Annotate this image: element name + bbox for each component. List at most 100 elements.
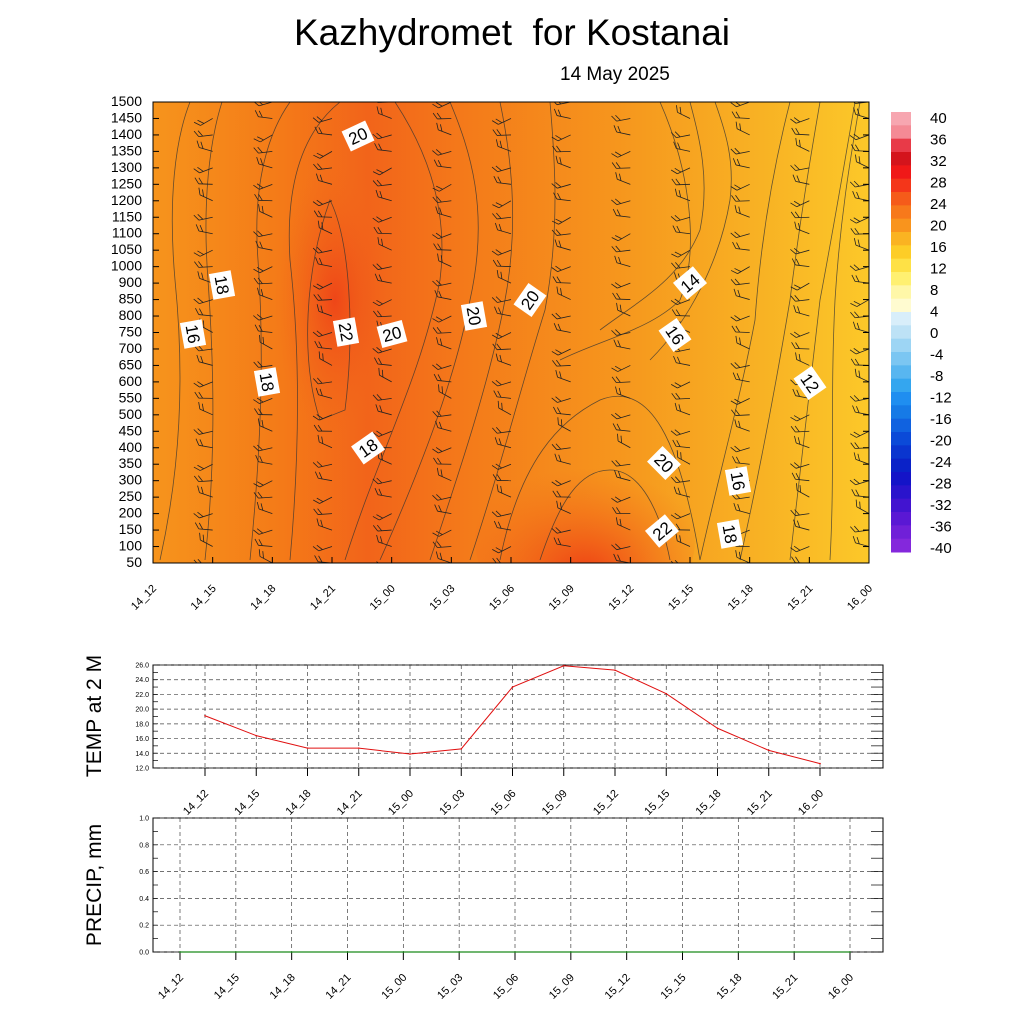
wind-barb [791,342,810,350]
heatmap-x-ticks: 14_12 14_15 14_18 14_21 15_00 15_03 15_06 15_09… [129,557,875,613]
wind-barb [673,486,691,498]
wind-barb [495,353,512,366]
wind-barb [853,452,869,465]
temp-y-ticks: 26.0 24.0 22.0 20.0 18.0 16.0 14.0 12.0 [135,663,883,773]
wind-barb [434,504,452,515]
wind-barb [552,145,571,153]
wind-barb [849,133,869,141]
wind-barb [790,211,810,219]
wind-barb [432,494,452,501]
wind-barb [611,151,631,158]
wind-barb [253,444,273,452]
wind-barb [432,196,452,203]
wind-barb [253,397,273,404]
wind-barb [551,134,571,142]
contour-line [429,102,513,561]
svg-text:18: 18 [719,523,741,545]
contour-line [499,395,701,561]
wind-barb [554,453,571,465]
wind-barb [614,470,631,482]
colorbar-swatch [891,352,911,366]
wind-barb [494,437,512,449]
data-point [570,951,572,953]
wind-barb [312,282,333,290]
wind-barb [316,304,333,317]
contour-lines [159,102,861,561]
x-tick-label: 14_21 [324,972,354,1002]
wind-barb [194,261,213,268]
wind-barb [552,276,571,284]
contour-label: 18 [208,270,236,300]
wind-barb [432,112,452,120]
wind-barb [491,296,512,303]
precip-grid [153,817,883,953]
wind-barb [611,365,631,372]
wind-barb [372,216,392,223]
data-point [179,951,181,953]
wind-barb [432,149,452,156]
data-point [614,669,616,671]
wind-barb [735,121,750,136]
wind-barb [557,417,571,432]
wind-barb [675,102,691,103]
wind-barb [372,179,392,187]
wind-barb [372,477,392,485]
x-tick-label: 15_09 [547,583,577,613]
wind-barb [312,199,333,207]
heatmap-panel: 1500145014001350130012501200115011001050… [111,93,875,613]
x-tick-label: 15_12 [591,788,621,818]
wind-barb [555,370,571,383]
wind-barb [670,215,691,222]
wind-barb [313,424,333,432]
wind-barb [552,359,571,367]
wind-barb [611,245,631,253]
wind-barb [552,490,571,498]
wind-barb [790,282,810,291]
wind-barb [612,507,631,515]
wind-barb [732,241,750,251]
wind-barb [253,266,273,274]
contour-line [469,102,556,561]
data-point [458,951,460,953]
colorbar-swatch [891,538,911,553]
x-tick-label: 14_15 [232,788,262,818]
wind-barb [193,475,213,483]
wind-barb [253,528,273,535]
contour-line [249,102,291,561]
wind-barb [254,110,273,119]
wind-barb [730,397,750,405]
y-tick-label: 600 [119,373,143,389]
data-point [346,951,349,953]
x-tick-label: 15_03 [437,788,467,818]
x-tick-label: 15_09 [547,972,577,1002]
x-tick-label: 15_18 [694,788,724,818]
data-point [665,692,668,695]
colorbar-swatch [891,485,911,500]
colorbar-swatch [891,392,911,406]
y-tick-label: 300 [119,472,143,488]
x-tick-label: 15_18 [714,972,744,1002]
wind-barb [614,255,631,268]
wind-barb [795,102,810,103]
wind-barb [491,249,512,256]
colorbar-swatch [891,405,911,420]
wind-barb [193,249,213,257]
wind-barb [790,414,810,422]
contour-line [204,102,223,561]
wind-barb [730,147,750,155]
precip-panel: 1.00.80.60.40.20.0 14_12 14_15 14_18 14_21 1… [83,816,884,1002]
contour-label: 20 [341,120,375,152]
y-tick-label: 100 [119,538,143,554]
wind-barb [849,430,869,438]
wind-barb [317,220,333,235]
wind-barb [854,368,869,383]
wind-barb [193,118,213,126]
wind-barb [491,510,512,518]
wind-barb [193,130,213,138]
colorbar-label: 24 [930,196,947,213]
wind-barb [433,457,452,465]
wind-barb [793,305,810,317]
wind-barb [257,418,273,432]
temp-frame [152,664,884,769]
chart-subtitle: 14 May 2025 [560,64,670,85]
